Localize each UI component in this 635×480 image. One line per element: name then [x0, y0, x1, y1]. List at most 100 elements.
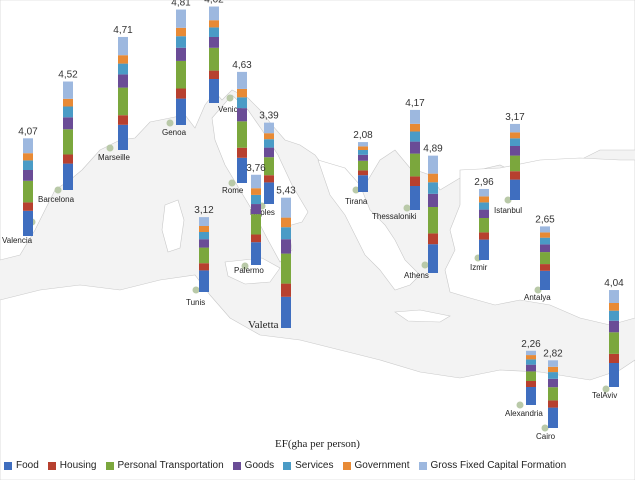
land-shape	[0, 274, 635, 480]
bar-segment	[479, 196, 489, 203]
bar-segment	[23, 160, 33, 170]
city-group: 4,04 TelAviv	[592, 278, 624, 400]
city-marker	[228, 179, 236, 187]
bar-segment	[251, 188, 261, 195]
bar-segment	[510, 138, 520, 146]
bar-segment	[510, 171, 520, 180]
bar-segment	[510, 132, 520, 139]
city-label: Antalya	[524, 293, 551, 302]
city-group: 4,63 Rome	[222, 60, 252, 195]
bar-segment	[410, 109, 420, 124]
bar-segment	[428, 173, 438, 183]
bar-segment	[281, 217, 291, 228]
bar-segment	[118, 124, 128, 150]
bar-segment	[237, 71, 247, 89]
bar-segment	[358, 146, 368, 150]
bar-segment	[237, 108, 247, 122]
bar-segment	[237, 157, 247, 183]
city-label: Izmir	[470, 263, 488, 272]
city-label: Cairo	[536, 432, 556, 441]
legend-item: Personal Transportation	[105, 460, 224, 471]
bar-total-label: 3,17	[505, 112, 525, 123]
bar-segment	[281, 239, 291, 254]
city-marker	[516, 401, 524, 409]
bar-segment	[540, 232, 550, 238]
legend-label: Goods	[244, 460, 275, 471]
bar-segment	[199, 263, 209, 271]
city-marker	[106, 144, 114, 152]
city-label: Valencia	[2, 236, 33, 245]
bar-segment	[264, 139, 274, 148]
bar-segment	[358, 154, 368, 161]
city-marker	[241, 262, 249, 270]
city-marker	[54, 186, 62, 194]
bar-total-label: 3,76	[246, 163, 266, 174]
bar-total-label: 4,07	[18, 126, 38, 137]
bar-segment	[264, 175, 274, 183]
bar-segment	[548, 360, 558, 367]
bar-segment	[428, 233, 438, 245]
bar-segment	[176, 27, 186, 37]
bar-segment	[176, 60, 186, 89]
bar-segment	[264, 133, 274, 140]
legend-label: Government	[354, 460, 410, 471]
bar-segment	[209, 47, 219, 71]
bar-segment	[410, 176, 420, 186]
bar-total-label: 4,63	[232, 60, 252, 71]
bar-segment	[358, 160, 368, 171]
legend-swatch	[105, 461, 114, 470]
bar-segment	[479, 188, 489, 197]
bar-segment	[526, 364, 536, 372]
city-group: 2,96 Izmir	[470, 177, 494, 272]
bar-segment	[281, 296, 291, 328]
bar-segment	[358, 170, 368, 176]
legend-item: Services	[283, 460, 334, 471]
bar-segment	[526, 387, 536, 405]
bar-segment	[237, 121, 247, 148]
legend-label: Personal Transportation	[117, 460, 224, 471]
city-label: Naples	[250, 208, 275, 217]
bar-segment	[199, 232, 209, 240]
legend-swatch	[283, 461, 292, 470]
city-label: Venice	[218, 105, 243, 114]
city-group: 2,82 Cairo	[536, 348, 563, 441]
bar-segment	[428, 182, 438, 194]
bar-segment	[526, 371, 536, 381]
land-shape	[394, 309, 451, 323]
bar-segment	[199, 239, 209, 248]
legend-item: Housing	[47, 460, 97, 471]
legend-swatch	[47, 461, 56, 470]
city-label: Genoa	[162, 128, 187, 137]
bar-total-label: 4,71	[113, 25, 133, 36]
bar-segment	[548, 407, 558, 428]
bar-total-label: 2,08	[353, 130, 373, 141]
bar-segment	[118, 63, 128, 75]
legend-item: Goods	[232, 460, 275, 471]
bar-segment	[609, 303, 619, 311]
bar-segment	[281, 227, 291, 240]
bar-segment	[63, 106, 73, 118]
bar-segment	[63, 81, 73, 99]
legend-label: Food	[16, 460, 39, 471]
bar-segment	[540, 244, 550, 253]
bar-total-label: 4,52	[58, 70, 78, 81]
city-label: Rome	[222, 186, 244, 195]
bar-segment	[209, 79, 219, 103]
bar-segment	[479, 218, 489, 233]
bar-segment	[63, 154, 73, 164]
bar-segment	[237, 147, 247, 158]
bar-total-label: 2,96	[474, 177, 494, 188]
bar-segment	[609, 290, 619, 303]
bar-segment	[251, 174, 261, 189]
city-marker	[541, 424, 549, 432]
bar-segment	[526, 359, 536, 365]
bar-segment	[118, 36, 128, 56]
bar-segment	[479, 209, 489, 218]
bar-segment	[281, 197, 291, 218]
bar-segment	[176, 36, 186, 48]
bar-segment	[176, 47, 186, 61]
bar-segment	[209, 70, 219, 79]
bar-segment	[199, 217, 209, 226]
